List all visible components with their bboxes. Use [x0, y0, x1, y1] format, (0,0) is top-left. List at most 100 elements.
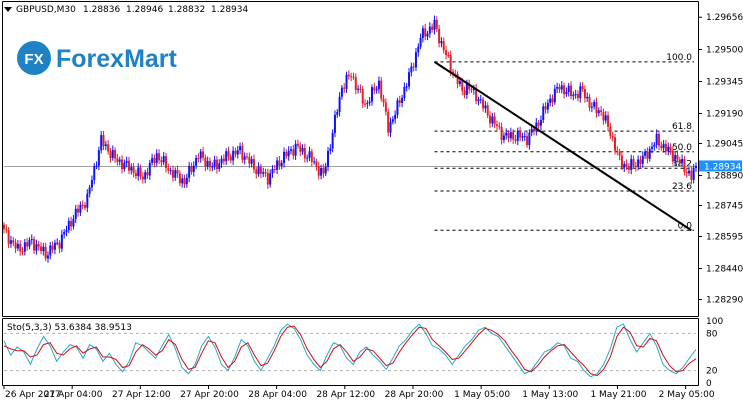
candle: [683, 155, 686, 176]
candle: [313, 156, 316, 165]
candle-body: [280, 163, 283, 166]
price-axis-label: 1.28440: [706, 265, 743, 275]
candle-body: [551, 98, 554, 103]
candle: [188, 161, 191, 183]
candle: [549, 94, 552, 107]
candle-body: [604, 115, 607, 121]
candle-body: [669, 146, 672, 151]
candle-body: [14, 242, 17, 249]
candle-body: [303, 147, 306, 159]
candle: [118, 156, 121, 166]
candle-body: [301, 147, 304, 152]
candle-body: [512, 132, 515, 140]
candle-body: [160, 160, 163, 163]
candle-body: [438, 28, 441, 44]
candle-body: [262, 172, 265, 174]
candle-body: [208, 160, 211, 168]
candle: [509, 127, 512, 142]
candle: [127, 156, 130, 175]
candle-body: [329, 148, 332, 151]
candle-body: [449, 54, 452, 72]
candle-body: [56, 242, 59, 244]
candle: [634, 161, 637, 172]
candle: [243, 152, 246, 165]
stoch-series-line: [3, 323, 697, 378]
candle-body: [493, 116, 496, 125]
candle: [403, 82, 406, 101]
symbol-label: GBPUSD,M30: [16, 5, 76, 15]
candle: [308, 146, 311, 161]
candle-body: [9, 240, 12, 244]
candle-body: [593, 102, 596, 107]
candle: [479, 94, 482, 104]
candle-body: [257, 166, 260, 175]
fib-level-label: 50.0: [672, 143, 692, 153]
candle: [165, 152, 168, 173]
candle: [364, 99, 367, 108]
candle: [347, 70, 350, 80]
candle-body: [667, 146, 670, 152]
candle: [320, 164, 323, 180]
candle: [528, 129, 531, 150]
candle: [144, 169, 147, 184]
candle: [218, 159, 221, 172]
candle: [134, 169, 137, 180]
candle-body: [620, 155, 623, 168]
candle: [51, 241, 54, 254]
candle-body: [21, 251, 24, 253]
candle: [567, 82, 570, 97]
candle-body: [611, 135, 614, 138]
candle: [343, 83, 346, 94]
symbol-dropdown-icon[interactable]: [4, 7, 12, 12]
candle-body: [623, 163, 626, 168]
candle-body: [313, 161, 316, 163]
candle-body: [502, 135, 505, 140]
candle: [544, 101, 547, 114]
candle-body: [468, 83, 471, 90]
candle-body: [685, 172, 688, 174]
candle: [53, 239, 56, 255]
candle: [384, 98, 387, 116]
candle: [185, 173, 188, 188]
candle-body: [484, 105, 487, 109]
candle: [329, 144, 332, 155]
candle-body: [271, 168, 274, 174]
candle-body: [5, 228, 8, 231]
candle: [368, 96, 371, 107]
candle: [651, 142, 654, 154]
candle: [65, 225, 68, 237]
candle-body: [333, 114, 336, 133]
candle-body: [241, 146, 244, 160]
candle-body: [410, 66, 413, 73]
candle-body: [597, 110, 600, 114]
forexmart-logo: FX ForexMart: [17, 41, 178, 75]
candle-body: [296, 143, 299, 146]
candle-body: [609, 126, 612, 136]
candle: [241, 142, 244, 164]
candle: [79, 201, 82, 217]
candle: [695, 162, 697, 172]
candle: [410, 62, 413, 77]
ohlc-close: 1.28934: [211, 5, 248, 15]
candle-body: [500, 126, 503, 140]
candle-body: [676, 155, 679, 160]
candle: [676, 150, 679, 163]
candle: [565, 87, 568, 97]
candle: [641, 151, 644, 168]
candle-body: [266, 172, 269, 185]
candle: [285, 149, 288, 159]
candle-body: [424, 28, 427, 37]
candle: [246, 152, 249, 160]
candle-body: [519, 130, 522, 138]
candle-body: [403, 86, 406, 98]
candle-body: [516, 130, 519, 141]
candle-body: [181, 178, 184, 184]
price-axis-label: 1.29045: [706, 140, 743, 150]
candle: [40, 242, 43, 255]
candle-body: [79, 204, 82, 213]
candle-body: [440, 41, 443, 44]
candle: [495, 120, 498, 131]
candle-body: [343, 87, 346, 89]
candle-body: [88, 187, 91, 194]
candle-body: [627, 166, 630, 170]
